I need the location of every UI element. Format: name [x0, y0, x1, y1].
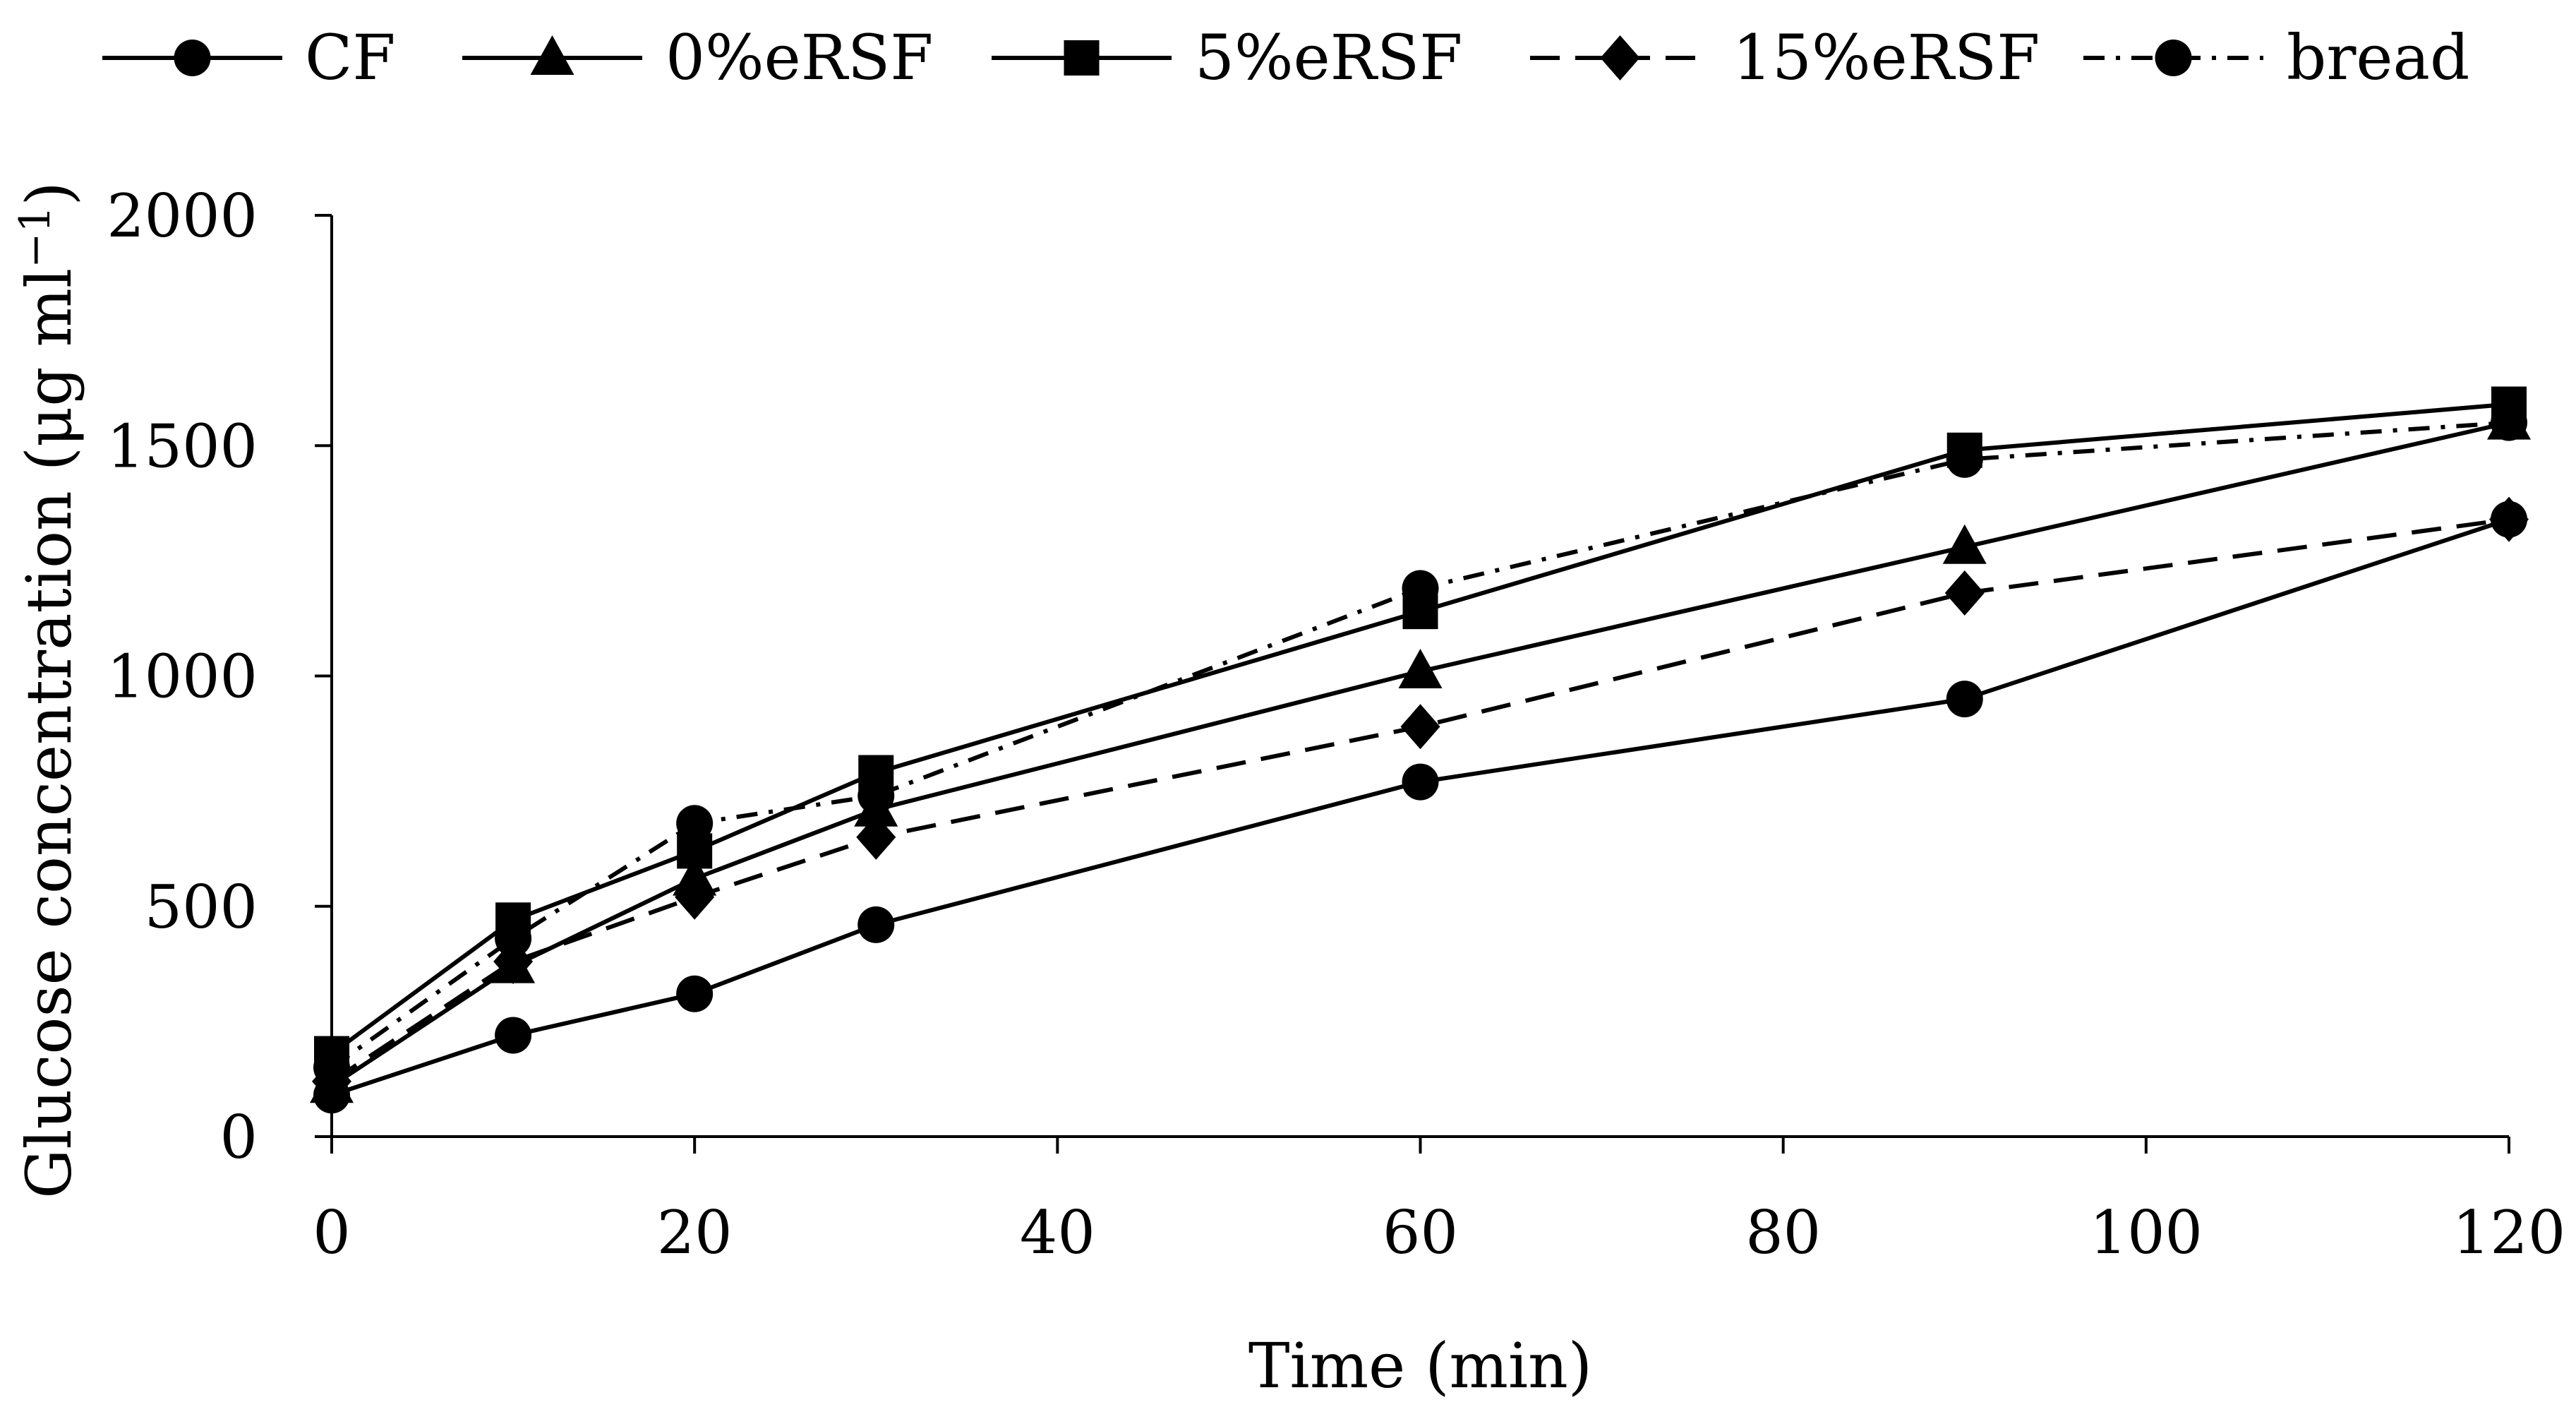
data-point-bread	[495, 920, 532, 957]
x-tick-label: 80	[1745, 1198, 1821, 1267]
series-bread	[313, 404, 2527, 1086]
legend-item-5-ersf: 5%eRSF	[992, 21, 1462, 94]
data-point-15-ersf	[675, 874, 715, 920]
data-point-cf	[1946, 681, 1983, 718]
y-axis-title: Glucose concentration (μg ml−1)	[11, 181, 85, 1199]
y-axis-title-main: Glucose concentration (μg ml	[13, 268, 85, 1199]
legend-label-0-ersf: 0%eRSF	[666, 21, 933, 94]
legend-item-0-ersf: 0%eRSF	[462, 21, 933, 94]
legend-item-bread: bread	[2083, 21, 2469, 94]
series-layer	[310, 386, 2531, 1114]
y-tick-label: 500	[145, 873, 258, 942]
x-ticks: 0 20 40 60 80 100 120	[313, 1137, 2565, 1267]
legend-item-15-ersf: 15%eRSF	[1530, 21, 2040, 94]
legend-label-15-ersf: 15%eRSF	[1733, 21, 2040, 94]
data-point-bread	[676, 805, 714, 842]
legend-marker-bread	[2155, 40, 2192, 76]
y-tick-label: 0	[220, 1103, 258, 1172]
legend-item-cf: CF	[102, 21, 395, 94]
x-tick-label: 100	[2090, 1198, 2203, 1267]
data-point-15-ersf	[1400, 704, 1440, 750]
x-axis-title: Time (min)	[1248, 1329, 1592, 1402]
data-point-0-ersf	[1942, 524, 1987, 564]
legend-marker-cf	[174, 40, 211, 76]
data-point-15-ersf	[1944, 570, 1985, 616]
legend-marker-15-ersf	[1600, 35, 1640, 80]
x-tick-label: 40	[1020, 1198, 1095, 1267]
data-point-cf	[1402, 763, 1439, 801]
legend-label-cf: CF	[305, 21, 395, 94]
data-point-cf	[857, 906, 895, 943]
data-point-bread	[2491, 404, 2527, 441]
legend-marker-0-ersf	[530, 35, 574, 75]
y-tick-label: 1000	[107, 642, 258, 712]
x-tick-label: 0	[313, 1198, 350, 1267]
data-point-15-ersf	[2489, 496, 2529, 542]
data-point-bread	[1946, 441, 1983, 478]
y-tick-label: 2000	[107, 181, 258, 251]
data-point-cf	[676, 975, 714, 1012]
x-tick-label: 120	[2452, 1198, 2565, 1267]
x-tick-label: 20	[657, 1198, 733, 1267]
legend-marker-5-ersf	[1064, 40, 1100, 76]
y-axis-title-superscript: −1	[11, 205, 60, 268]
data-point-bread	[1402, 570, 1439, 607]
y-axis-title-close: )	[13, 181, 85, 205]
data-point-0-ersf	[1398, 648, 1443, 688]
y-tick-label: 1500	[107, 412, 258, 481]
legend: CF 0%eRSF 5%eRSF 15%eRSF bread	[102, 21, 2469, 94]
series-0-ersf	[310, 400, 2531, 1103]
y-ticks: 0 500 1000 1500 2000	[107, 181, 332, 1172]
legend-label-bread: bread	[2287, 21, 2469, 94]
data-point-15-ersf	[856, 814, 896, 860]
x-tick-label: 60	[1383, 1198, 1458, 1267]
series-line-0-ersf	[330, 420, 2510, 1088]
legend-label-5-ersf: 5%eRSF	[1195, 21, 1462, 94]
data-point-cf	[495, 1017, 532, 1054]
data-point-bread	[857, 777, 895, 815]
data-point-bread	[313, 1049, 350, 1086]
